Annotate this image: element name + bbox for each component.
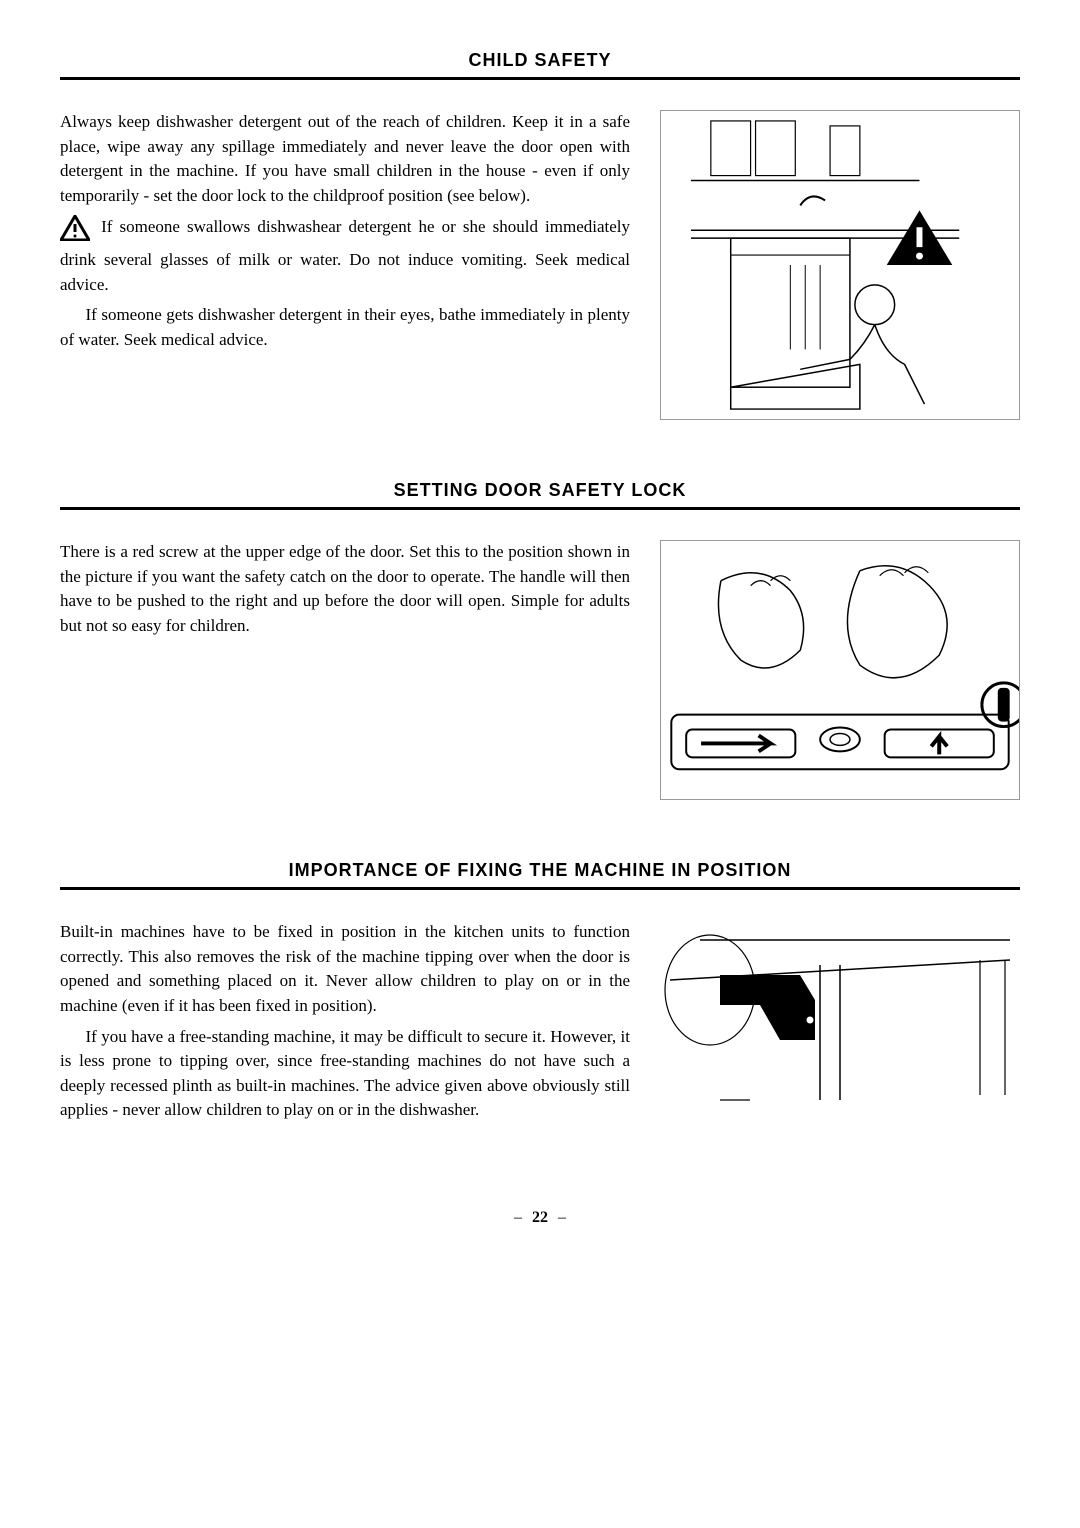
dash: – [514,1209,522,1226]
illustration-column [660,110,1020,420]
section-door-lock: There is a red screw at the upper edge o… [60,540,1020,800]
fixing-bracket-illustration [660,920,1020,1110]
divider [60,887,1020,890]
section-child-safety: Always keep dishwasher detergent out of … [60,110,1020,420]
section-title-door-lock: SETTING DOOR SAFETY LOCK [60,480,1020,507]
paragraph-text: If someone swallows dishwashear detergen… [60,217,630,294]
divider [60,77,1020,80]
text-column: There is a red screw at the upper edge o… [60,540,630,800]
illustration-column [660,540,1020,800]
door-lock-illustration [660,540,1020,800]
paragraph-warning: If someone swallows dishwashear detergen… [60,215,630,298]
section-title-fixing: IMPORTANCE OF FIXING THE MACHINE IN POSI… [60,860,1020,887]
paragraph: If you have a free-standing machine, it … [60,1025,630,1124]
paragraph: If someone gets dishwasher detergent in … [60,303,630,352]
page-number-value: 22 [532,1209,548,1226]
child-dishwasher-illustration [660,110,1020,420]
text-column: Built-in machines have to be fixed in po… [60,920,630,1129]
paragraph: There is a red screw at the upper edge o… [60,540,630,639]
illustration-column [660,920,1020,1129]
warning-icon [60,215,90,249]
section-fixing: Built-in machines have to be fixed in po… [60,920,1020,1129]
section-title-child-safety: CHILD SAFETY [60,50,1020,77]
paragraph: Always keep dishwasher detergent out of … [60,110,630,209]
divider [60,507,1020,510]
text-column: Always keep dishwasher detergent out of … [60,110,630,420]
paragraph: Built-in machines have to be fixed in po… [60,920,630,1019]
dash: – [558,1209,566,1226]
page-number: – 22 – [60,1209,1020,1227]
